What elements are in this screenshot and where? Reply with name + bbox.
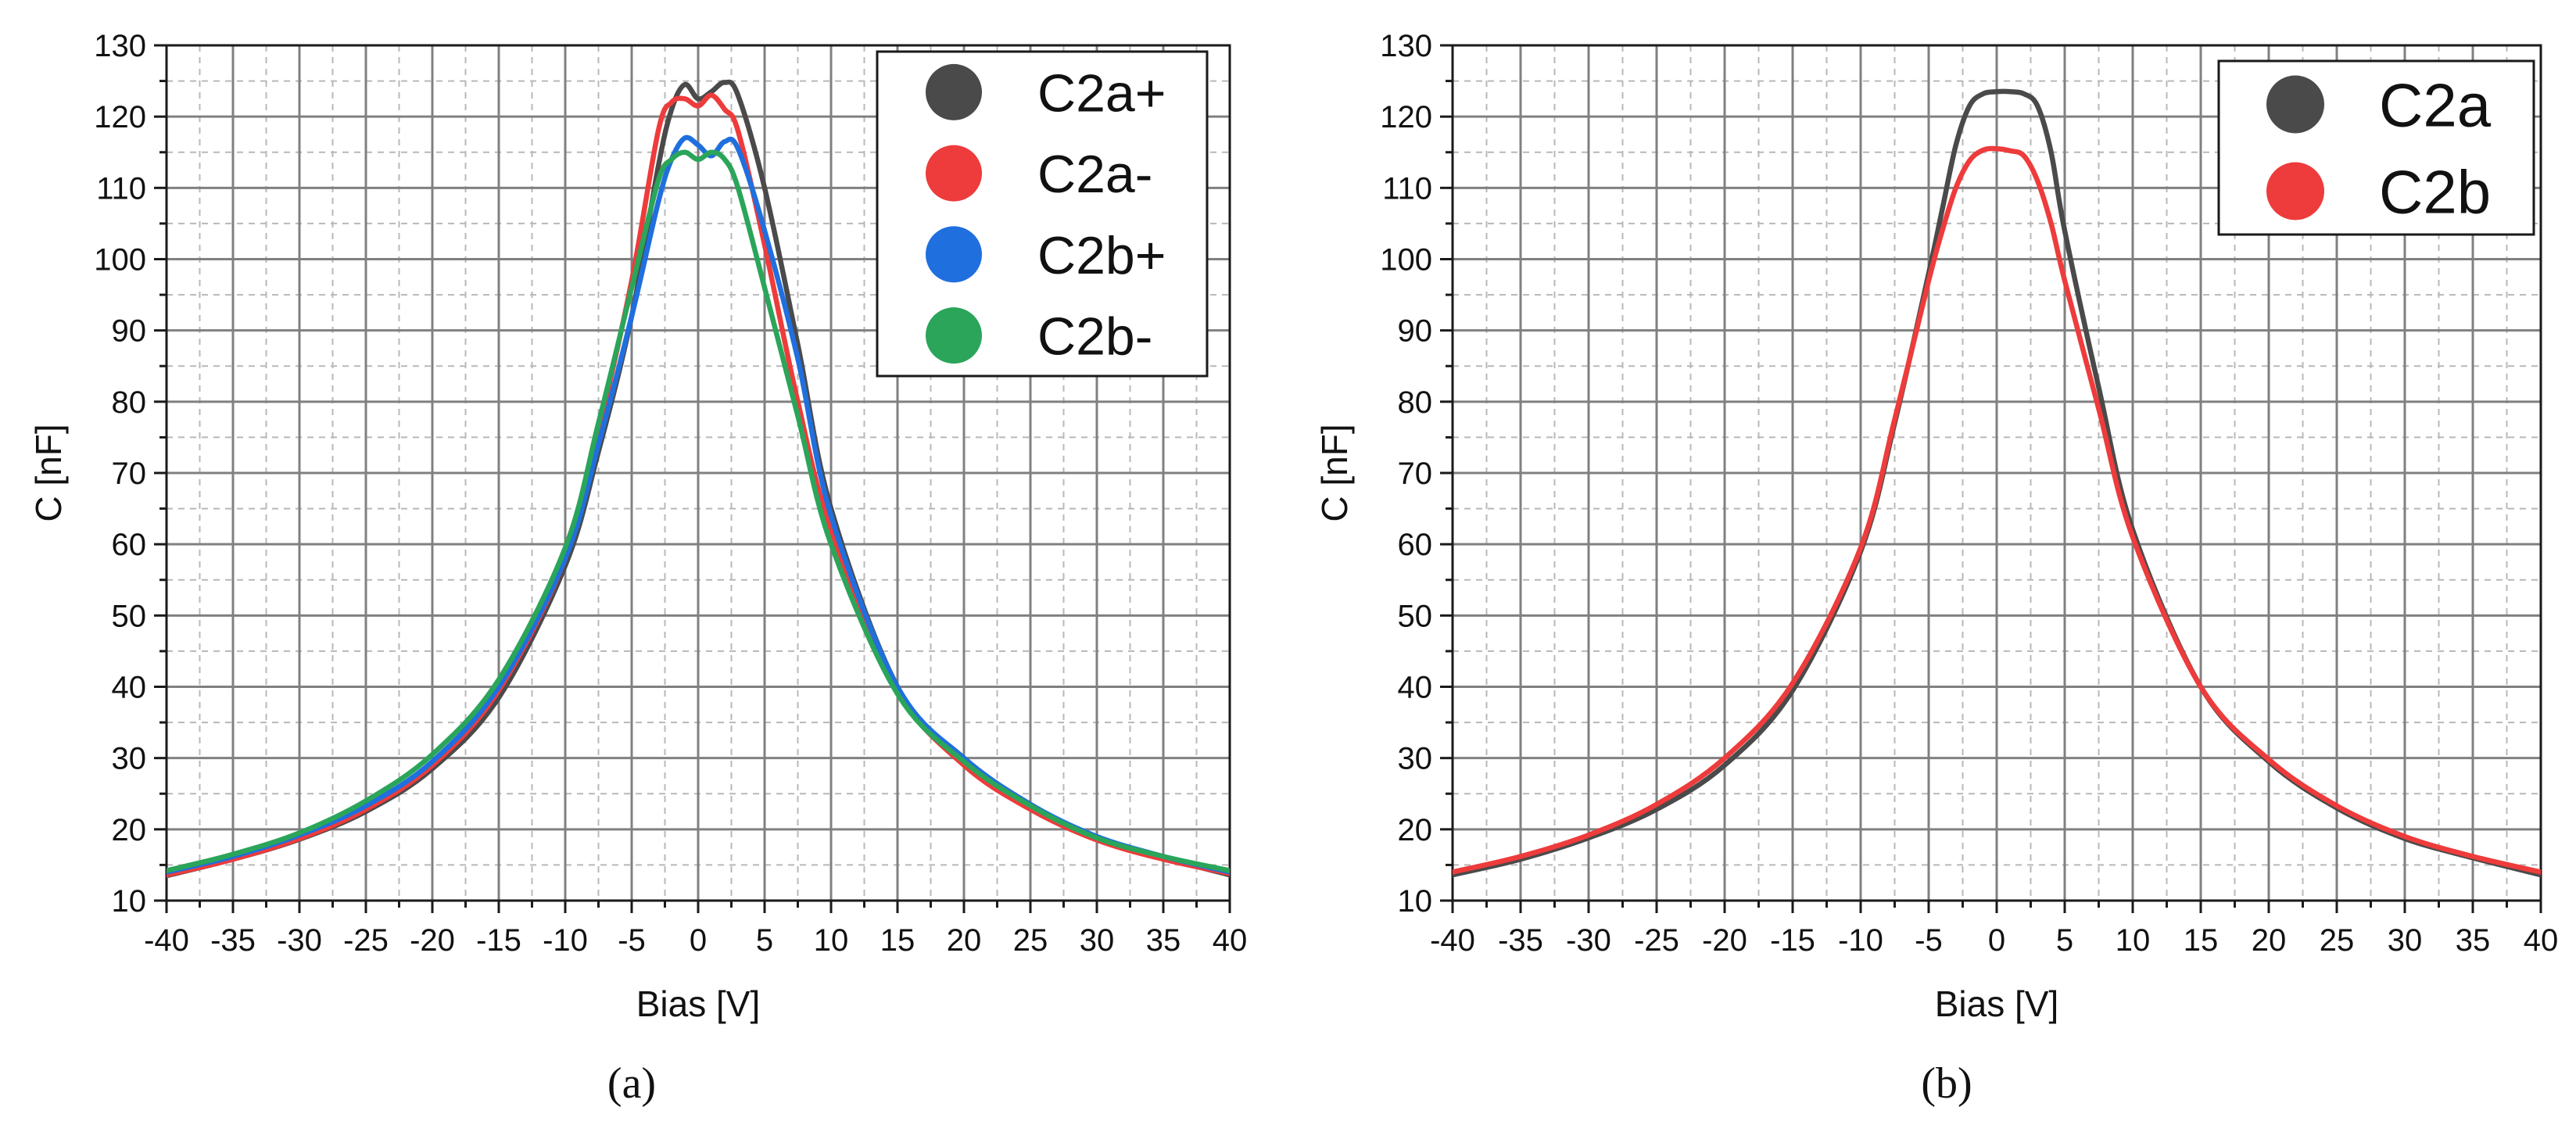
y-axis: 10 20 30 40 50 60 70 80 90 100 110 120 130 bbox=[1380, 29, 1453, 919]
y-tick-label: 60 bbox=[1398, 528, 1433, 562]
x-tick-label: -5 bbox=[1915, 923, 1943, 958]
x-tick-label: -25 bbox=[1634, 923, 1679, 958]
y-tick-label: 120 bbox=[94, 100, 146, 134]
y-tick-label: 120 bbox=[1380, 100, 1432, 134]
x-tick-label: 15 bbox=[2184, 923, 2219, 958]
legend-label-c2b: C2b bbox=[2379, 158, 2491, 227]
y-tick-label: 80 bbox=[1398, 385, 1433, 420]
x-tick-label: -30 bbox=[277, 923, 322, 958]
legend-marker-c2b-plus bbox=[926, 226, 982, 283]
y-axis-title: C [nF] bbox=[28, 424, 69, 521]
y-tick-label: 10 bbox=[112, 884, 147, 919]
y-tick-label: 130 bbox=[94, 29, 146, 63]
panel-b-caption: (b) bbox=[1921, 1059, 1972, 1108]
x-tick-label: -20 bbox=[410, 923, 455, 958]
legend-marker-c2a-plus bbox=[926, 63, 982, 120]
y-tick-label: 30 bbox=[112, 742, 147, 776]
y-tick-label: 100 bbox=[1380, 243, 1432, 278]
x-tick-label: -5 bbox=[618, 923, 646, 958]
legend-label-c2a-minus: C2a- bbox=[1037, 145, 1152, 204]
x-tick-label: -20 bbox=[1702, 923, 1747, 958]
legend-marker-c2b bbox=[2266, 162, 2324, 220]
panel-a-chart: -40 -35 -30 -25 -20 -15 -10 -5 0 5 10 15 20 25 30 35 401… bbox=[28, 29, 1247, 1024]
y-tick-label: 90 bbox=[112, 314, 147, 349]
legend-label-c2a: C2a bbox=[2379, 71, 2492, 140]
x-tick-label: 35 bbox=[2456, 923, 2491, 958]
x-axis: -40 -35 -30 -25 -20 -15 -10 -5 0 5 10 15 20 25 30 35 40 bbox=[1430, 901, 2558, 958]
x-tick-label: -15 bbox=[476, 923, 521, 958]
legend-label-c2b-plus: C2b+ bbox=[1037, 226, 1166, 285]
x-axis: -40 -35 -30 -25 -20 -15 -10 -5 0 5 10 15 20 25 30 35 40 bbox=[144, 901, 1247, 958]
y-tick-label: 130 bbox=[1380, 29, 1432, 63]
y-tick-label: 110 bbox=[1382, 171, 1432, 206]
x-tick-label: 10 bbox=[2116, 923, 2151, 958]
x-tick-label: 40 bbox=[2524, 923, 2559, 958]
x-tick-label: 0 bbox=[1988, 923, 2005, 958]
x-axis-title: Bias [V] bbox=[1935, 983, 2059, 1024]
y-tick-label: 20 bbox=[1398, 813, 1433, 847]
y-tick-label: 60 bbox=[112, 528, 147, 562]
x-tick-label: 25 bbox=[1013, 923, 1048, 958]
series-line-c2b-plus bbox=[167, 134, 1230, 875]
y-tick-label: 10 bbox=[1398, 884, 1433, 919]
x-tick-label: -30 bbox=[1566, 923, 1611, 958]
x-tick-label: 25 bbox=[2320, 923, 2355, 958]
series-group bbox=[167, 79, 1230, 879]
x-tick-label: -40 bbox=[144, 923, 189, 958]
x-tick-label: 30 bbox=[1080, 923, 1115, 958]
x-tick-label: -35 bbox=[1498, 923, 1543, 958]
y-tick-label: 40 bbox=[112, 671, 147, 705]
y-tick-label: 80 bbox=[112, 385, 147, 420]
series-line-c2b bbox=[1453, 145, 2541, 875]
x-tick-label: -25 bbox=[343, 923, 389, 958]
y-tick-label: 50 bbox=[1398, 599, 1433, 633]
x-tick-label: 5 bbox=[756, 923, 773, 958]
x-tick-label: -10 bbox=[1838, 923, 1883, 958]
x-tick-label: 20 bbox=[2252, 923, 2287, 958]
series-group bbox=[1453, 88, 2541, 878]
y-tick-label: 90 bbox=[1398, 314, 1433, 349]
x-tick-label: 10 bbox=[814, 923, 849, 958]
y-tick-label: 20 bbox=[112, 813, 147, 847]
panel-a-caption: (a) bbox=[607, 1059, 656, 1108]
x-tick-label: -40 bbox=[1430, 923, 1475, 958]
y-tick-label: 30 bbox=[1398, 742, 1433, 776]
y-tick-label: 110 bbox=[96, 171, 146, 206]
x-tick-label: 30 bbox=[2388, 923, 2423, 958]
legend-label-c2a-plus: C2a+ bbox=[1037, 63, 1166, 123]
y-axis: 10 20 30 40 50 60 70 80 90 100 110 120 130 bbox=[94, 29, 167, 919]
x-axis-title: Bias [V] bbox=[636, 983, 761, 1024]
y-tick-label: 40 bbox=[1398, 671, 1433, 705]
y-tick-label: 50 bbox=[112, 599, 147, 633]
legend-label-c2b-minus: C2b- bbox=[1037, 307, 1152, 367]
y-tick-label: 70 bbox=[1398, 457, 1433, 491]
y-axis-title: C [nF] bbox=[1314, 424, 1355, 521]
x-tick-label: 5 bbox=[2056, 923, 2073, 958]
legend-marker-c2b-minus bbox=[926, 307, 982, 364]
x-tick-label: 15 bbox=[880, 923, 915, 958]
x-tick-label: -35 bbox=[210, 923, 256, 958]
series-line-c2b-minus bbox=[167, 149, 1230, 873]
y-tick-label: 70 bbox=[112, 457, 147, 491]
x-tick-label: 20 bbox=[947, 923, 982, 958]
panel-b-chart: -40 -35 -30 -25 -20 -15 -10 -5 0 5 10 15 20 25 30 35 401… bbox=[1314, 29, 2558, 1024]
legend-marker-c2a-minus bbox=[926, 145, 982, 202]
y-tick-label: 100 bbox=[94, 243, 146, 278]
x-tick-label: -10 bbox=[543, 923, 588, 958]
legend-marker-c2a bbox=[2266, 75, 2324, 134]
x-tick-label: 35 bbox=[1146, 923, 1181, 958]
x-tick-label: -15 bbox=[1770, 923, 1815, 958]
legend: C2a+ C2a- C2b+ C2b- bbox=[876, 50, 1209, 378]
x-tick-label: 40 bbox=[1213, 923, 1248, 958]
x-tick-label: 0 bbox=[690, 923, 707, 958]
